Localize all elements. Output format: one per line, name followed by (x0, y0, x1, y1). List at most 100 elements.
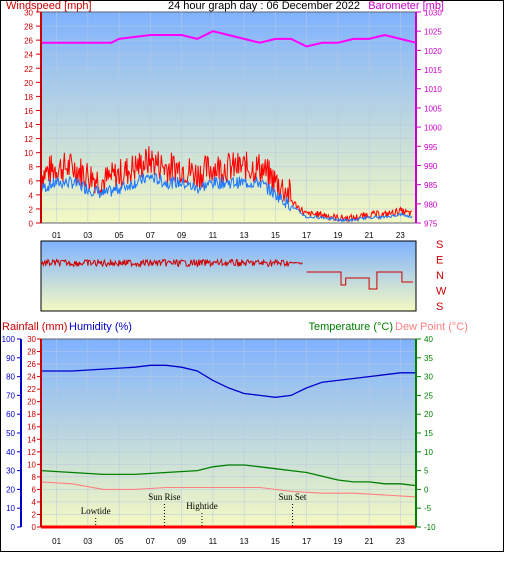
rain-y-tick-label: 2 (32, 510, 37, 519)
baro-y-tick-label: 990 (424, 162, 438, 171)
outer-frame (0, 0, 504, 552)
event-label: Sun Rise (148, 492, 180, 502)
humidity-y-tick-label: 70 (6, 391, 15, 400)
wind-y-tick-label: 2 (29, 205, 34, 214)
bottom-x-tick-label: 11 (209, 537, 218, 546)
baro-y-tick-label: 995 (424, 143, 438, 152)
direction-panel (40, 240, 417, 312)
top-x-tick-label: 07 (146, 231, 155, 240)
wind-y-tick-label: 0 (29, 220, 34, 229)
rain-y-tick-label: 24 (27, 373, 36, 382)
rain-axis-label: Rainfall (mm) (2, 321, 67, 333)
temp-y-tick-label: 0 (424, 485, 429, 494)
baro-y-ticks: 975 980 985 990 995 1000 1005 1010 1015 1020 1025 1… (416, 9, 442, 229)
rain-y-tick-label: 30 (27, 335, 36, 344)
wind-y-tick-label: 8 (29, 163, 34, 172)
temp-y-tick-label: -10 (424, 523, 436, 532)
rain-y-tick-label: 8 (32, 473, 37, 482)
top-x-tick-label: 17 (302, 231, 311, 240)
baro-y-tick-label: 1025 (424, 28, 442, 37)
baro-y-tick-label: 1030 (424, 9, 442, 18)
wind-grid (41, 11, 416, 224)
temp-y-tick-label: 30 (424, 373, 433, 382)
temp-y-tick-label: 25 (424, 391, 433, 400)
wind-y-tick-label: 14 (24, 121, 33, 130)
dew-axis-label: Dew Point (°C) (395, 321, 468, 333)
baro-y-tick-label: 1000 (424, 124, 442, 133)
baro-y-tick-label: 1010 (424, 85, 442, 94)
humidity-y-tick-label: 10 (6, 504, 15, 513)
rain-y-tick-label: 16 (27, 423, 36, 432)
wind-y-tick-label: 20 (24, 79, 33, 88)
temp-y-tick-label: -5 (424, 504, 432, 513)
direction-label: S (436, 301, 443, 313)
rain-y-tick-label: 28 (27, 348, 36, 357)
bottom-x-tick-label: 09 (177, 537, 186, 546)
bottom-x-tick-label: 21 (365, 537, 374, 546)
humidity-y-tick-label: 90 (6, 354, 15, 363)
baro-y-tick-label: 975 (424, 220, 438, 229)
wind-y-tick-label: 16 (24, 107, 33, 116)
baro-axis-label: Barometer [mb] (368, 0, 444, 12)
humidity-y-tick-label: 60 (6, 410, 15, 419)
dewpoint-line (40, 481, 417, 498)
bottom-x-tick-label: 01 (52, 537, 61, 546)
top-x-ticks: 01 03 05 07 09 11 13 15 17 19 21 23 (52, 231, 405, 240)
baro-y-tick-label: 980 (424, 200, 438, 209)
humidity-y-tick-label: 30 (6, 467, 15, 476)
bottom-x-ticks: 01 03 05 07 09 11 13 15 17 19 21 23 (52, 537, 405, 546)
humidity-line (41, 364, 416, 398)
rain-y-tick-label: 6 (32, 485, 37, 494)
rain-y-tick-label: 0 (32, 523, 37, 532)
bottom-x-tick-label: 03 (83, 537, 92, 546)
direction-line-late (306, 271, 413, 290)
humidity-y-tick-label: 40 (6, 448, 15, 457)
bottom-x-tick-label: 07 (146, 537, 155, 546)
temp-y-tick-label: 20 (424, 410, 433, 419)
temp-y-tick-label: 40 (424, 335, 433, 344)
temp-y-ticks: -10 -5 0 5 10 15 20 25 30 35 40 (416, 335, 436, 532)
humidity-y-tick-label: 100 (2, 335, 16, 344)
wind-axis-label: Windspeed [mph] (6, 0, 92, 12)
bottom-x-tick-label: 19 (333, 537, 342, 546)
baro-y-tick-label: 1005 (424, 104, 442, 113)
baro-y-tick-label: 1015 (424, 66, 442, 75)
wind-y-tick-label: 18 (24, 93, 33, 102)
event-label: Lowtide (81, 506, 111, 516)
temp-y-tick-label: 5 (424, 467, 429, 476)
wind-y-tick-label: 4 (29, 191, 34, 200)
wind-y-tick-label: 28 (24, 23, 33, 32)
humidity-axis-label: Humidity (%) (69, 321, 132, 333)
top-x-tick-label: 11 (209, 231, 218, 240)
direction-label: N (436, 270, 444, 282)
temp-y-tick-label: 10 (424, 448, 433, 457)
lower-grid (41, 338, 416, 528)
rain-y-tick-label: 4 (32, 498, 37, 507)
rain-y-tick-label: 26 (27, 360, 36, 369)
wind-y-tick-label: 26 (24, 37, 33, 46)
top-x-tick-label: 01 (52, 231, 61, 240)
lower-panel (40, 338, 417, 528)
direction-label: W (436, 286, 447, 298)
direction-label: S (436, 239, 443, 251)
wind-y-tick-label: 10 (24, 149, 33, 158)
humidity-y-tick-label: 50 (6, 429, 15, 438)
temp-y-tick-label: 35 (424, 354, 433, 363)
direction-series (40, 257, 413, 290)
top-x-tick-label: 19 (333, 231, 342, 240)
wind-y-tick-label: 30 (24, 9, 33, 18)
baro-y-tick-label: 1020 (424, 47, 442, 56)
bottom-x-tick-label: 23 (396, 537, 405, 546)
barometer-line (41, 30, 417, 48)
humidity-y-ticks: 0 10 20 30 40 50 60 70 80 90 100 (2, 335, 21, 532)
wind-y-tick-label: 24 (24, 51, 33, 60)
baro-y-tick-label: 985 (424, 181, 438, 190)
direction-label: E (436, 255, 443, 267)
temp-axis-label: Temperature (°C) (309, 321, 393, 333)
rain-y-tick-label: 10 (27, 460, 36, 469)
humidity-y-tick-label: 20 (6, 485, 15, 494)
top-x-tick-label: 13 (240, 231, 249, 240)
rain-y-tick-label: 12 (27, 448, 36, 457)
